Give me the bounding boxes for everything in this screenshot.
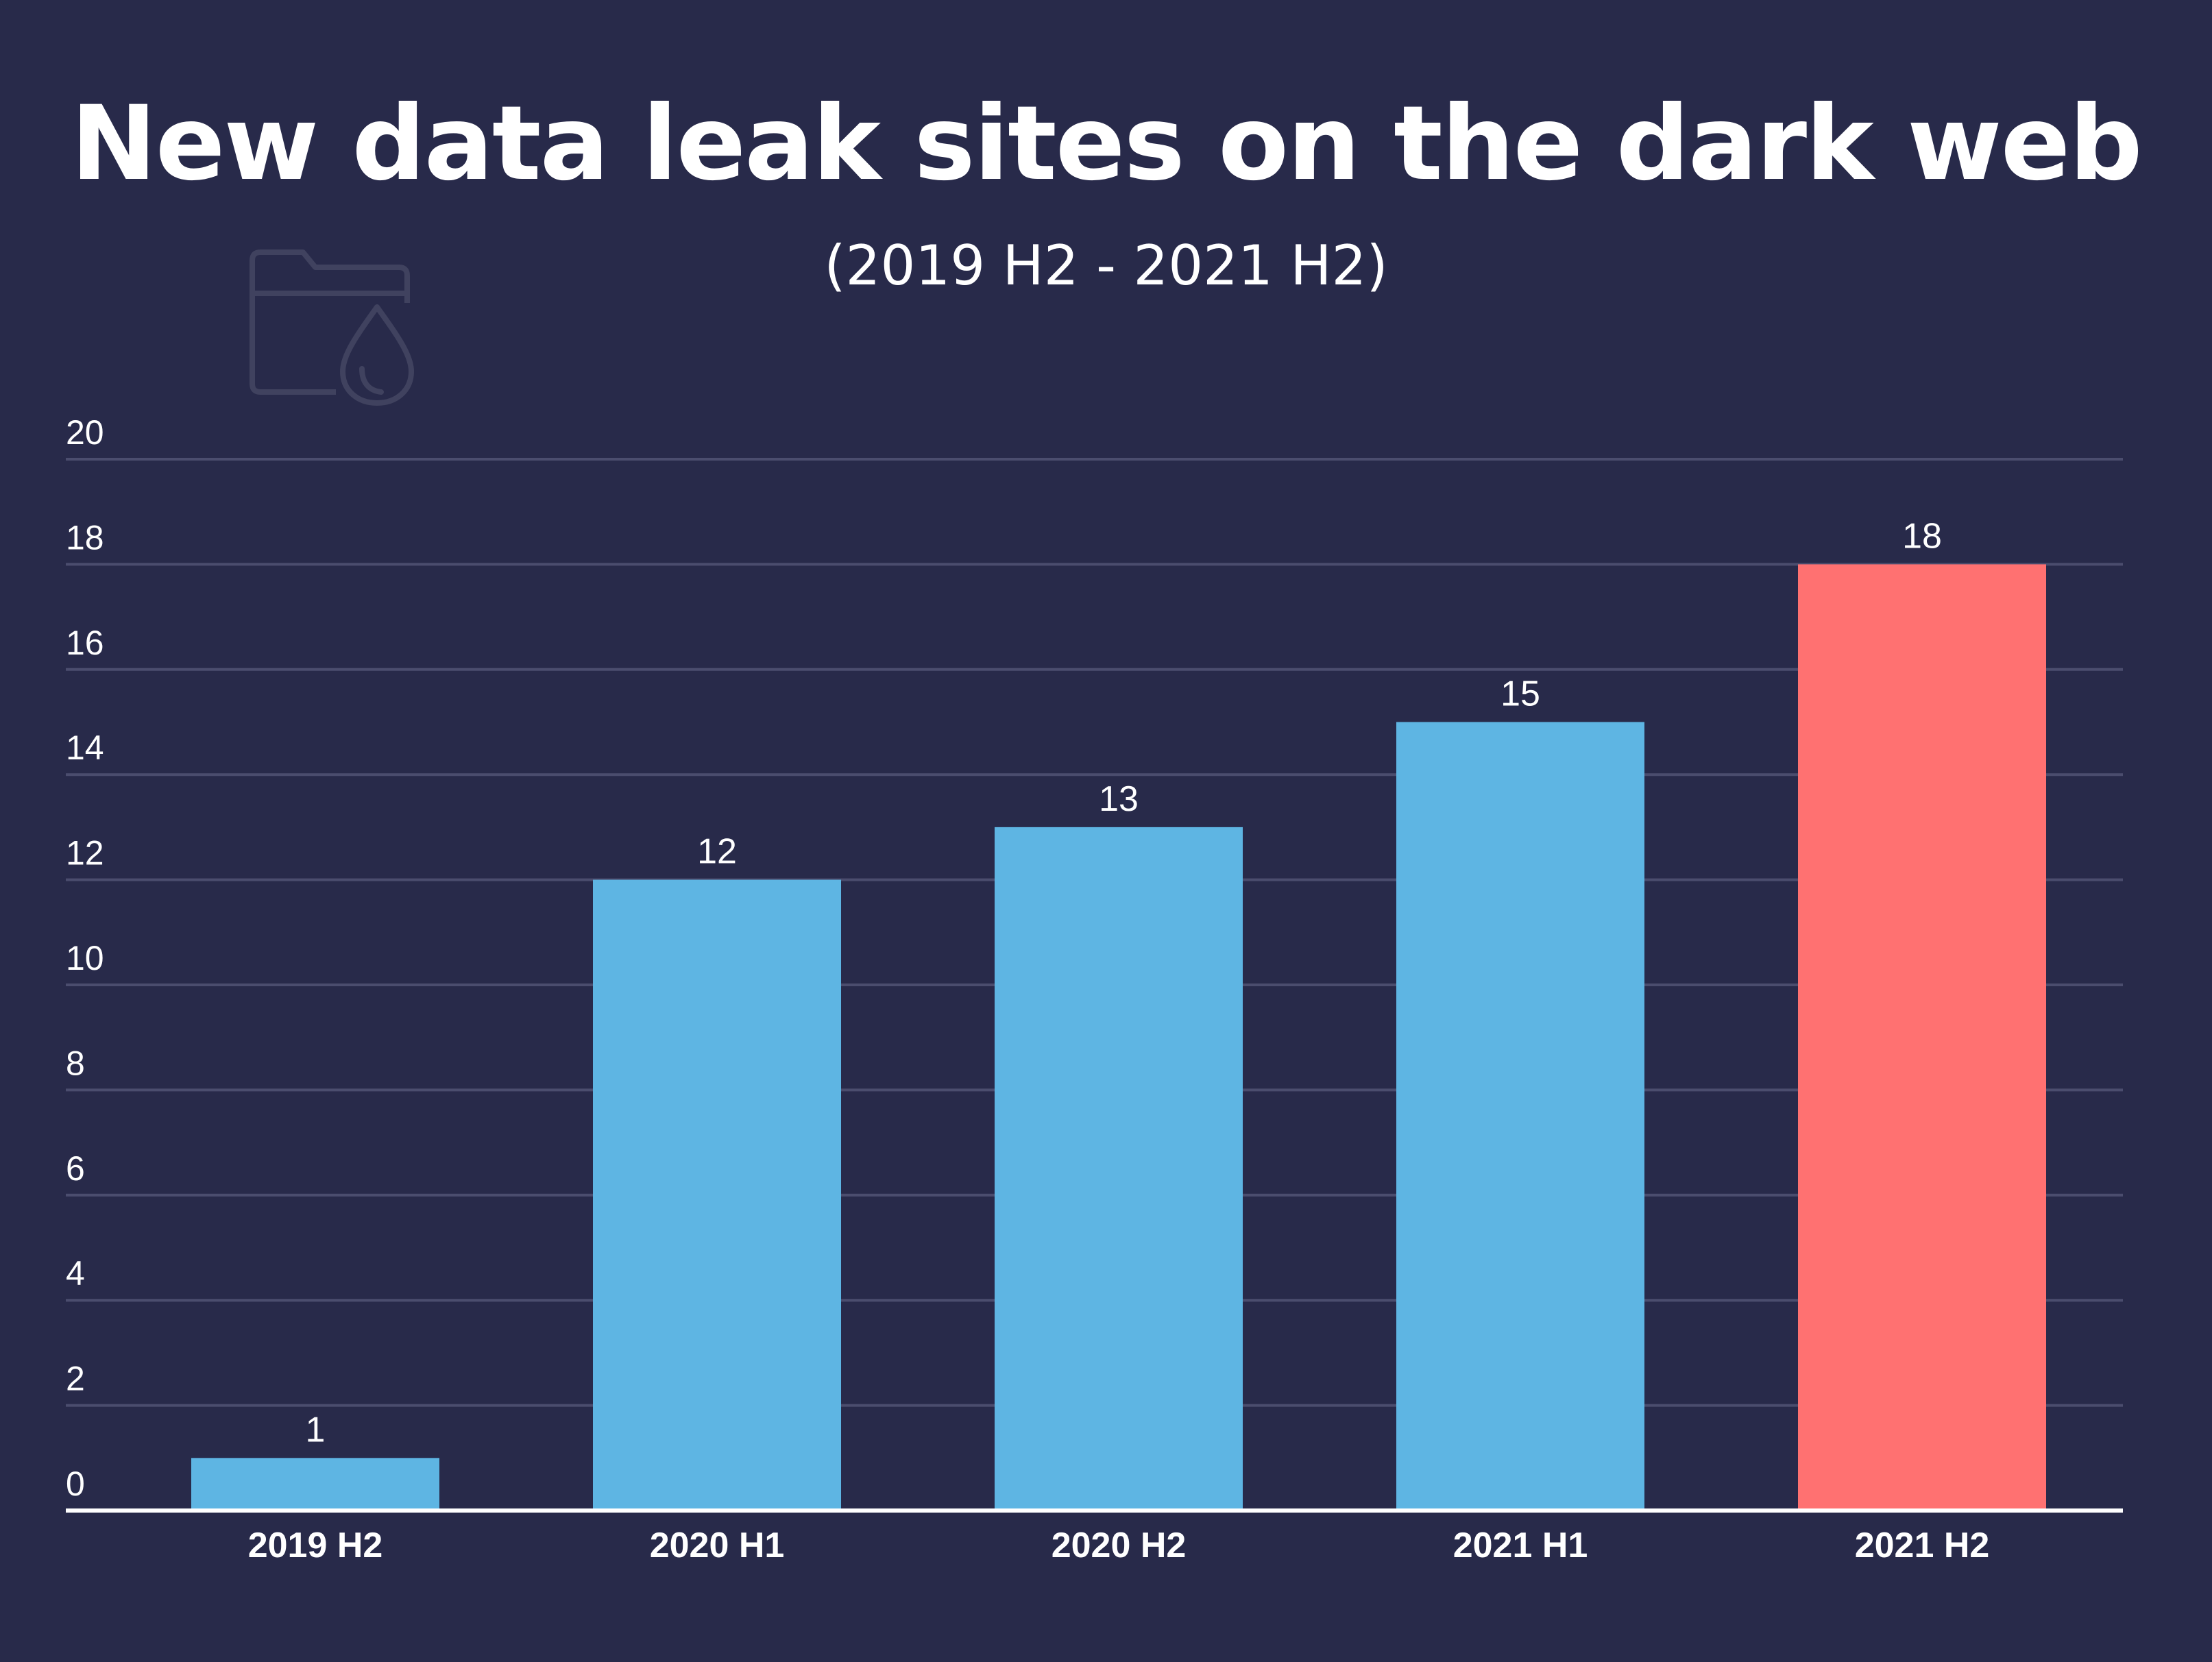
x-axis-ticks: 2019 H2 2020 H1 2020 H2 2021 H1 2021 H2 <box>248 1526 1990 1565</box>
x-tick-label: 2021 H2 <box>1855 1526 1990 1565</box>
x-tick-label: 2019 H2 <box>248 1526 383 1565</box>
bar-value-label: 15 <box>1500 674 1540 714</box>
bar-value-label: 13 <box>1099 779 1139 819</box>
y-axis-ticks: 0 2 4 6 8 10 12 14 16 18 20 <box>66 413 104 1503</box>
bar <box>593 879 841 1511</box>
bar <box>1798 564 2046 1511</box>
y-tick-label: 16 <box>66 624 104 662</box>
chart-title: New data leak sites on the dark web <box>71 84 2143 204</box>
y-tick-label: 2 <box>66 1360 85 1398</box>
y-tick-label: 6 <box>66 1149 85 1188</box>
y-tick-label: 10 <box>66 939 104 977</box>
y-tick-label: 14 <box>66 729 104 767</box>
y-tick-label: 4 <box>66 1254 85 1293</box>
data-labels: 1 12 13 15 18 <box>306 516 1942 1450</box>
y-tick-label: 8 <box>66 1044 85 1082</box>
bar-value-label: 18 <box>1902 516 1942 556</box>
bar <box>995 827 1243 1511</box>
bar-value-label: 12 <box>697 832 737 872</box>
bars <box>191 564 2046 1511</box>
folder-leak-icon <box>250 249 414 406</box>
x-tick-label: 2020 H1 <box>650 1526 785 1565</box>
chart-subtitle: (2019 H2 - 2021 H2) <box>824 234 1388 297</box>
x-tick-label: 2020 H2 <box>1052 1526 1187 1565</box>
bar <box>1396 722 1644 1511</box>
bar-value-label: 1 <box>306 1410 326 1450</box>
y-tick-label: 18 <box>66 518 104 557</box>
y-tick-label: 0 <box>66 1465 85 1503</box>
x-tick-label: 2021 H1 <box>1453 1526 1588 1565</box>
y-tick-label: 12 <box>66 834 104 872</box>
y-tick-label: 20 <box>66 413 104 452</box>
bar <box>191 1458 439 1511</box>
